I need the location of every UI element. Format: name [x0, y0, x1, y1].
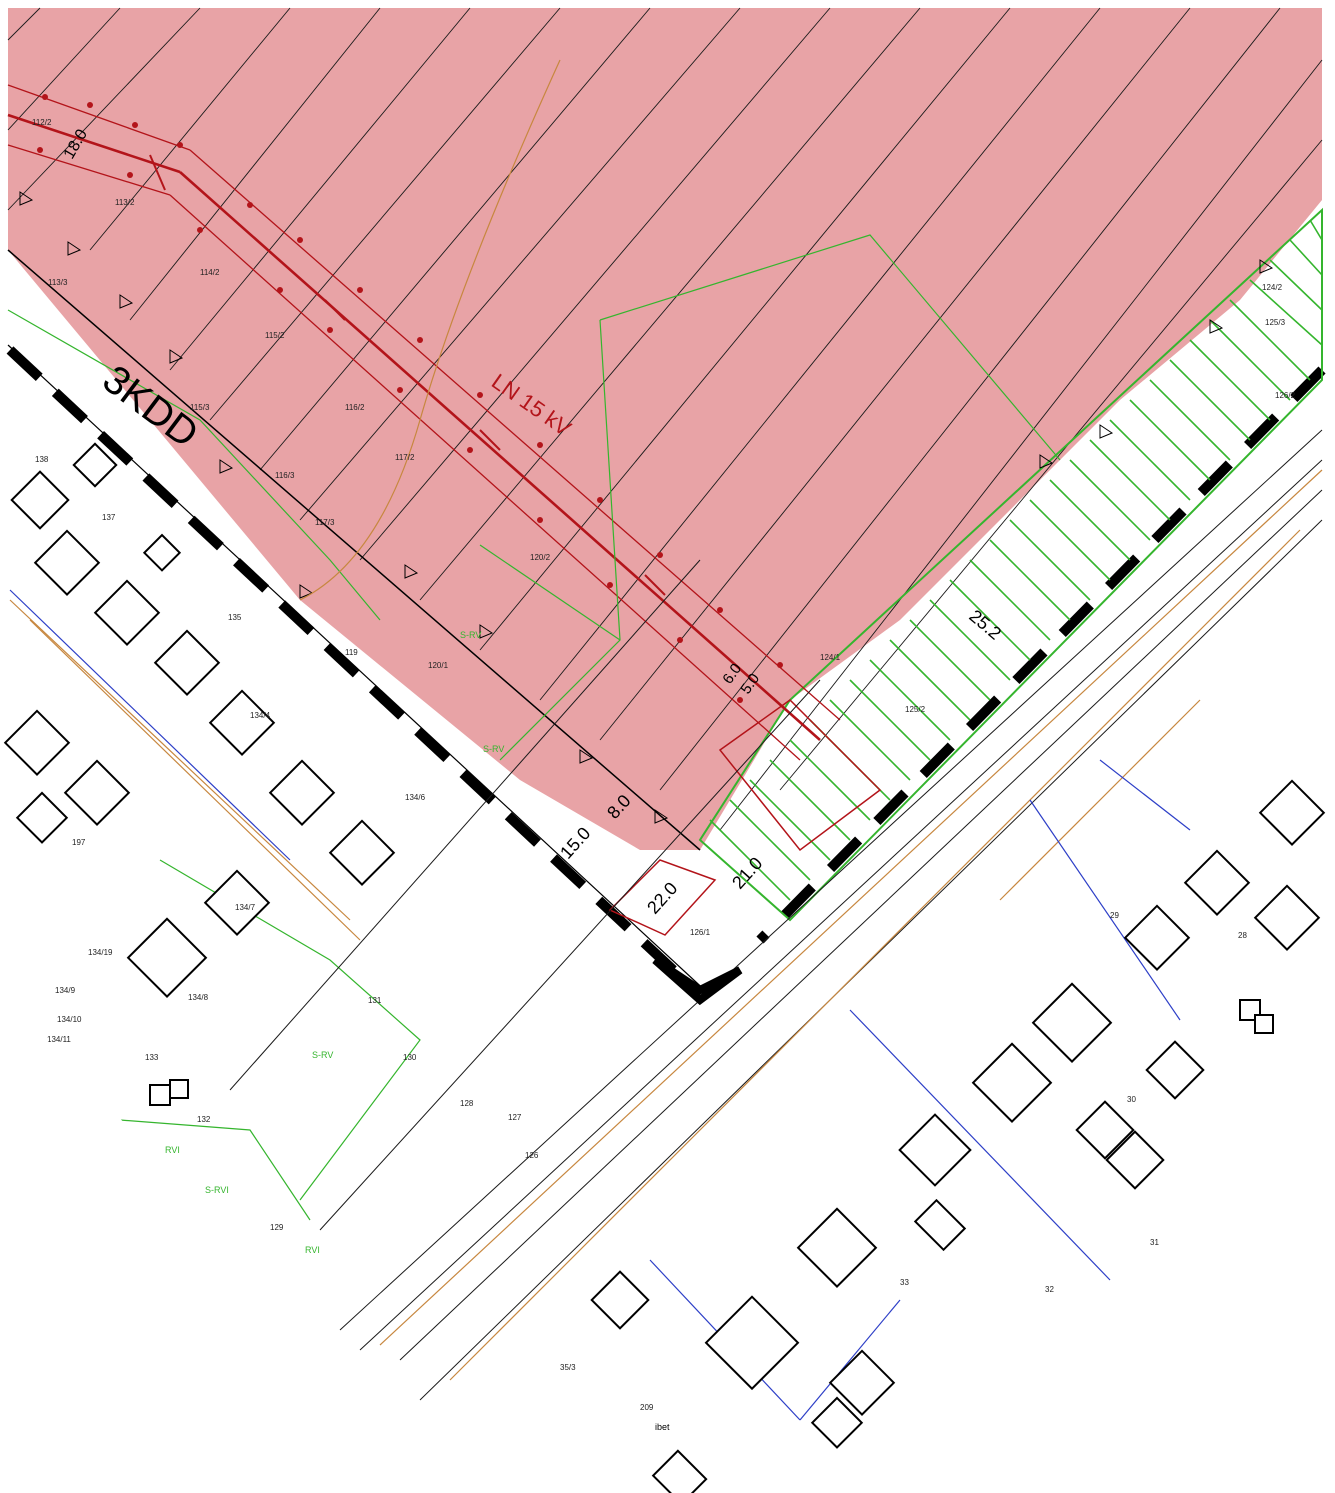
water-lines: [9, 589, 1191, 1421]
zone-label: S-RVI: [205, 1185, 229, 1195]
parcel-label: 113/3: [48, 278, 68, 287]
parcel-label: 131: [368, 996, 382, 1005]
parcel-label: 117/2: [395, 453, 415, 462]
zone-edge-markers: [19, 191, 1274, 824]
parcel-label: 128: [460, 1099, 474, 1108]
parcel-label: 30: [1127, 1095, 1136, 1104]
parcel-label: 134/19: [88, 948, 113, 957]
parcel-label: 125/2: [905, 705, 926, 714]
power-poles: [37, 94, 783, 703]
gas-lines: [9, 59, 1323, 1381]
buildings: [3, 442, 1326, 1493]
parcel-label: 28: [1238, 931, 1247, 940]
zone-label: RVI: [165, 1145, 180, 1155]
zone-label: RVI: [305, 1245, 320, 1255]
parcel-label: 115/3: [190, 403, 210, 412]
parcel-label: 209: [640, 1403, 654, 1412]
parcel-label: 126/1: [690, 928, 711, 937]
map-clip-right: [950, 1150, 1335, 1493]
red-corridor-end: [718, 699, 882, 852]
parcel-label: 116/2: [345, 403, 365, 412]
parcel-label: 33: [900, 1278, 909, 1287]
parcel-label: 114/2: [200, 268, 220, 277]
parcel-label: 134/4: [250, 711, 271, 720]
red-detail-box: [608, 859, 717, 936]
map-clip-left: [0, 990, 470, 1493]
parcel-label: 137: [102, 513, 116, 522]
parcel-label: 124/2: [1262, 283, 1283, 292]
parcel-label: 126/2: [1275, 391, 1296, 400]
parcel-label: 134/11: [47, 1035, 71, 1044]
parcel-label: 125/3: [1265, 318, 1286, 327]
parcel-lines: [7, 7, 1323, 831]
planned-road-line-east: [756, 366, 1326, 944]
parcel-label: 117/3: [315, 518, 335, 527]
street-lines: [229, 429, 1323, 1401]
parcel-label: 32: [1045, 1285, 1054, 1294]
parcel-label: 112/2: [32, 118, 52, 127]
parcel-label: 134/6: [405, 793, 426, 802]
protection-zone: [8, 8, 1322, 850]
parcel-label: 126: [525, 1151, 539, 1160]
parcel-labels: 112/2 113/2 113/3 114/2 115/2 115/3 116/…: [32, 118, 1296, 1412]
parcel-label: 129: [270, 1223, 284, 1232]
street-label: ibet: [655, 1422, 670, 1432]
parcel-label: 116/3: [275, 471, 295, 480]
parcel-label: 134/9: [55, 986, 76, 995]
parcel-label: 132: [197, 1115, 211, 1124]
zone-label: S-RV: [312, 1050, 333, 1060]
parcel-label: 31: [1150, 1238, 1159, 1247]
parcel-label: 135: [228, 613, 242, 622]
parcel-label: 120/1: [428, 661, 449, 670]
parcel-label: 130: [403, 1053, 417, 1062]
corner-block: [652, 956, 743, 1006]
planned-road-line: [6, 346, 704, 999]
parcel-label: 133: [145, 1053, 159, 1062]
parcel-label: 120/2: [530, 553, 551, 562]
power-line-corridor: [7, 84, 841, 761]
parcel-label: 127: [508, 1113, 522, 1122]
parcel-label: 197: [72, 838, 86, 847]
parcel-label: 134/8: [188, 993, 209, 1002]
parcel-label: 124/1: [820, 653, 841, 662]
road-boundary-north: [7, 249, 701, 851]
parcel-label: 35/3: [560, 1363, 576, 1372]
green-hatched-strip: [698, 207, 1323, 922]
zone-label: S-RV: [483, 744, 504, 754]
parcel-label: 113/2: [115, 198, 135, 207]
parcel-label: 134/10: [57, 1015, 82, 1024]
zone-label: S-RV: [460, 630, 481, 640]
parcel-label: 119: [345, 648, 358, 657]
parcel-label: 115/2: [265, 331, 285, 340]
parcel-label: 29: [1110, 911, 1119, 920]
parcel-label: 134/7: [235, 903, 256, 912]
parcel-label: 138: [35, 455, 49, 464]
